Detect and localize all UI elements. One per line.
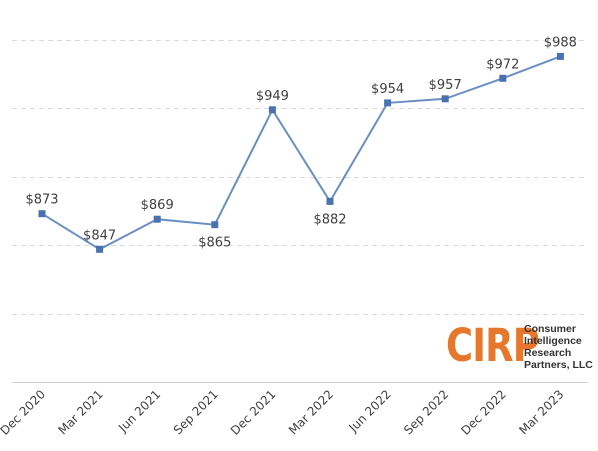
data-label: $882 [313,212,346,227]
data-point [211,221,219,229]
data-label: $949 [256,89,289,104]
data-point [326,197,334,205]
data-label: $873 [25,193,58,208]
x-tick-label: Dec 2022 [458,387,509,438]
logo-text: Consumer Intelligence Research Partners,… [524,323,593,371]
x-tick-label: Mar 2021 [56,387,106,437]
data-point [441,95,449,103]
x-tick-label: Sep 2021 [171,387,221,437]
x-tick-label: Sep 2022 [401,387,451,437]
data-point [96,245,104,253]
x-tick-label: Dec 2020 [0,387,48,438]
logo-line: Intelligence [524,335,582,347]
data-label: $954 [371,82,404,97]
x-tick-label: Jun 2022 [346,387,394,435]
logo-line: Partners, LLC [524,359,593,371]
data-label: $988 [544,35,577,50]
series-line [41,55,561,251]
x-tick-labels: Dec 2020 Mar 2021 Jun 2021 Sep 2021 Dec 2021… [0,387,567,438]
x-tick-label: Jun 2021 [115,387,163,435]
data-point [384,99,392,107]
data-label: $865 [198,236,231,251]
data-point [499,74,507,82]
data-label: $957 [429,78,462,93]
x-tick-label: Dec 2021 [228,387,279,438]
logo-line: Consumer [524,323,576,335]
x-tick-label: Mar 2022 [286,387,336,437]
data-point [38,210,46,218]
logo-mark: CIRP [446,319,540,372]
data-point [268,106,276,114]
data-label: $847 [83,228,116,243]
data-label: $972 [486,57,519,72]
logo-line: Research [524,347,572,359]
data-label: $869 [141,198,174,213]
series-group [38,52,564,253]
gridlines [12,40,588,383]
data-labels: $873 $847 $869 $865 $949 $882 $954 $957 $972 $988 [25,35,576,250]
x-tick-label: Mar 2023 [516,387,566,437]
cirp-logo: CIRP Consumer Intelligence Research Part… [446,318,596,382]
data-point [556,52,564,60]
data-point [153,215,161,223]
